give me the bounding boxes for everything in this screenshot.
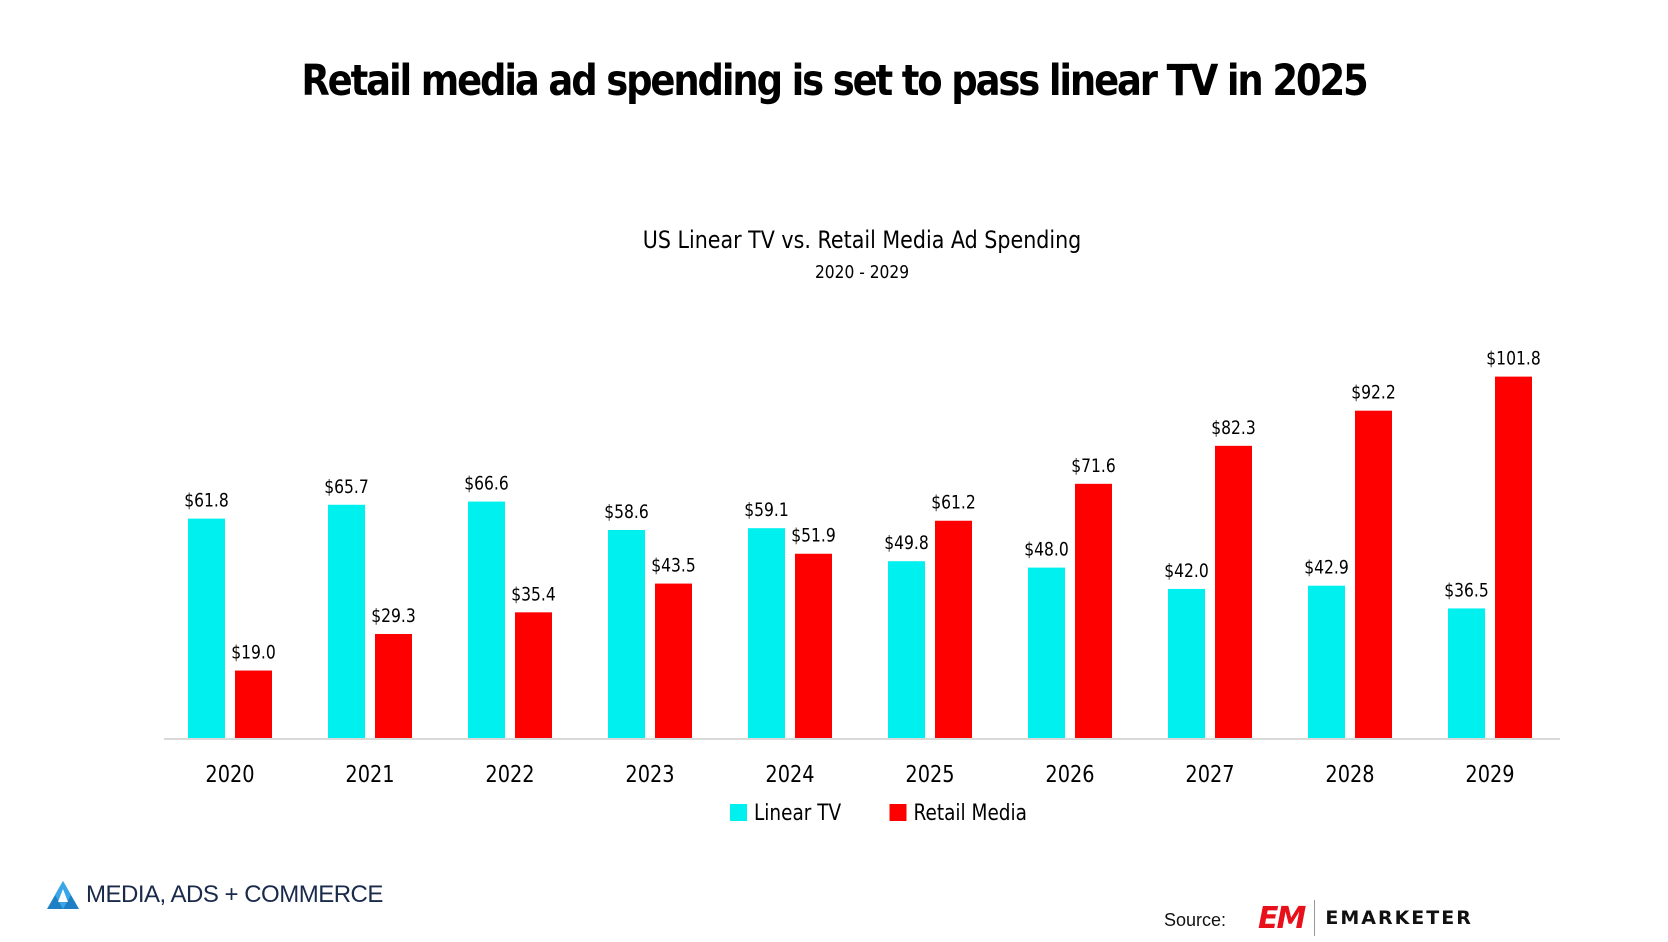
legend: Linear TV Retail Media: [730, 799, 1027, 825]
data-label-linear-tv-2029: $36.5: [1444, 580, 1489, 602]
data-label-retail-media-2025: $61.2: [931, 492, 976, 514]
source-label: Source:: [1164, 910, 1227, 930]
data-label-linear-tv-2023: $58.6: [604, 502, 649, 524]
logo-divider: [1314, 900, 1316, 936]
bar-retail-media-2028: [1355, 410, 1392, 738]
data-label-linear-tv-2025: $49.8: [884, 533, 929, 555]
emarketer-wordmark: EMARKETER: [1325, 907, 1473, 929]
media-ads-commerce-brand: MEDIA, ADS + COMMERCE: [46, 880, 383, 910]
data-label-retail-media-2029: $101.8: [1486, 348, 1540, 370]
bar-retail-media-2027: [1215, 445, 1252, 738]
page-title: Retail media ad spending is set to pass …: [301, 56, 1368, 106]
bar-retail-media-2021: [375, 633, 412, 738]
x-tick-2028: 2028: [1325, 761, 1374, 788]
data-label-retail-media-2024: $51.9: [791, 525, 836, 547]
x-tick-2023: 2023: [625, 761, 674, 788]
bar-linear-tv-2022: [468, 501, 505, 738]
bar-chart: US Linear TV vs. Retail Media Ad Spendin…: [164, 227, 1560, 825]
data-label-linear-tv-2021: $65.7: [324, 476, 369, 498]
legend-label-retail-media: Retail Media: [913, 799, 1026, 825]
x-tick-2027: 2027: [1185, 761, 1234, 788]
data-label-retail-media-2028: $92.2: [1351, 382, 1396, 404]
x-tick-2021: 2021: [345, 761, 394, 788]
legend-swatch-linear-tv: [730, 804, 747, 821]
bar-linear-tv-2029: [1448, 608, 1485, 738]
legend-label-linear-tv: Linear TV: [754, 799, 841, 825]
bar-retail-media-2029: [1495, 376, 1532, 738]
x-tick-2022: 2022: [485, 761, 534, 788]
bar-retail-media-2022: [515, 612, 552, 738]
chart-title: US Linear TV vs. Retail Media Ad Spendin…: [643, 227, 1082, 255]
bar-linear-tv-2024: [748, 528, 785, 738]
emarketer-logo: EM EMARKETER: [1258, 900, 1473, 936]
bar-linear-tv-2020: [188, 518, 225, 738]
bar-linear-tv-2026: [1028, 567, 1065, 738]
brand-left-text: MEDIA, ADS + COMMERCE: [86, 881, 383, 908]
em-logo-mark: EM: [1258, 900, 1306, 936]
data-label-retail-media-2027: $82.3: [1211, 417, 1256, 439]
data-label-linear-tv-2026: $48.0: [1024, 539, 1069, 561]
bar-retail-media-2024: [795, 553, 832, 738]
bar-linear-tv-2028: [1308, 585, 1345, 738]
data-label-linear-tv-2022: $66.6: [464, 473, 509, 495]
x-tick-2020: 2020: [205, 761, 254, 788]
triangle-logo-icon: [47, 881, 79, 909]
bars-layer: $61.8 $19.0 $65.7 $29.3 $66.6 $35.4 $58.6 $43.5…: [184, 348, 1541, 738]
data-label-retail-media-2021: $29.3: [371, 606, 416, 628]
bar-retail-media-2023: [655, 583, 692, 738]
bar-retail-media-2020: [235, 670, 272, 738]
chart-subtitle: 2020 - 2029: [815, 261, 909, 282]
legend-swatch-retail-media: [889, 804, 907, 821]
x-tick-2024: 2024: [765, 761, 814, 788]
x-tick-2026: 2026: [1045, 761, 1094, 788]
data-label-linear-tv-2028: $42.9: [1304, 557, 1349, 579]
bar-retail-media-2025: [935, 520, 972, 738]
data-label-retail-media-2022: $35.4: [511, 584, 556, 606]
x-tick-2029: 2029: [1465, 761, 1514, 788]
bar-linear-tv-2027: [1168, 588, 1205, 738]
data-label-linear-tv-2020: $61.8: [184, 490, 229, 512]
data-label-linear-tv-2027: $42.0: [1164, 560, 1209, 582]
bar-linear-tv-2025: [888, 561, 925, 738]
bar-linear-tv-2023: [608, 529, 645, 738]
data-label-retail-media-2020: $19.0: [231, 642, 276, 664]
bar-linear-tv-2021: [328, 504, 365, 738]
data-label-linear-tv-2024: $59.1: [744, 500, 789, 522]
data-label-retail-media-2026: $71.6: [1071, 455, 1116, 477]
bar-retail-media-2026: [1075, 483, 1112, 738]
data-label-retail-media-2023: $43.5: [651, 555, 696, 577]
x-axis-ticks: 2020 2021 2022 2023 2024 2025 2026 2027 2028 2029: [205, 761, 1514, 788]
x-tick-2025: 2025: [905, 761, 954, 788]
